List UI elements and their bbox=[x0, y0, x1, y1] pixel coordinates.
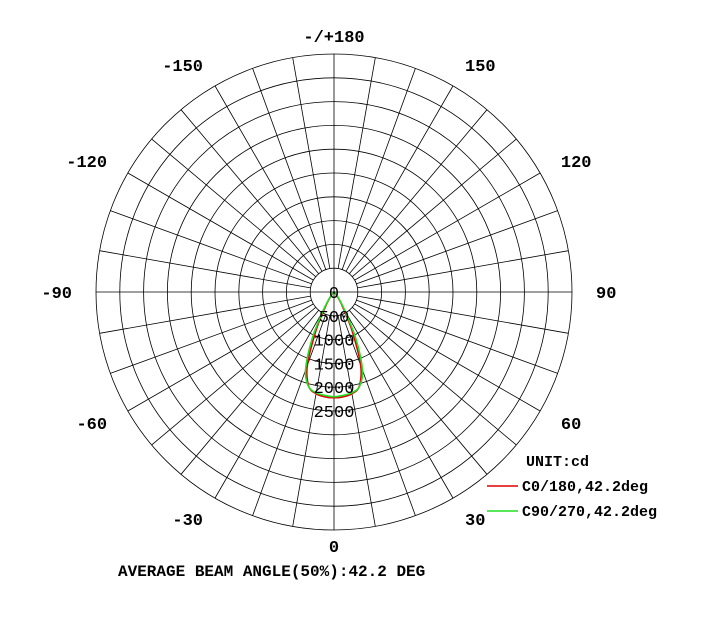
unit-label: UNIT:cd bbox=[526, 454, 589, 471]
ring-value-label: 2000 bbox=[314, 380, 355, 399]
legend-label-c0-180: C0/180,42.2deg bbox=[522, 479, 648, 496]
grid-spoke bbox=[127, 172, 314, 281]
angle-label: 0 bbox=[329, 539, 339, 558]
series-layer bbox=[304, 290, 364, 399]
grid-spoke bbox=[292, 315, 331, 527]
grid-spoke bbox=[345, 312, 454, 499]
grid-spoke bbox=[99, 250, 311, 289]
ring-value-label: 1000 bbox=[314, 333, 355, 352]
grid-spoke bbox=[180, 109, 320, 275]
grid-spoke bbox=[351, 138, 517, 278]
grid-ring bbox=[166, 124, 502, 460]
legend: C0/180,42.2deg C90/270,42.2deg bbox=[487, 479, 657, 521]
grid-ring bbox=[309, 267, 359, 317]
grid-spoke bbox=[357, 250, 569, 289]
grid-ring bbox=[190, 148, 478, 436]
grid-spoke bbox=[151, 138, 317, 278]
grid-spoke bbox=[351, 306, 517, 446]
grid-spoke bbox=[252, 314, 327, 516]
angle-label: -/+180 bbox=[303, 29, 364, 48]
grid-spoke bbox=[341, 314, 416, 516]
ring-value-label: 500 bbox=[319, 309, 350, 328]
grid-spoke bbox=[341, 68, 416, 270]
angle-labels: 0 30 60 90 120 150 -/+180 -150 -120 -90 -60 -30 bbox=[41, 29, 616, 558]
angle-label: -30 bbox=[172, 512, 203, 531]
grid-spoke bbox=[357, 295, 569, 334]
grid-spoke bbox=[151, 306, 317, 446]
angle-label: -150 bbox=[162, 58, 203, 77]
ring-value-label: 2500 bbox=[314, 404, 355, 423]
grid-ring bbox=[119, 77, 549, 507]
ring-value-label: 0 bbox=[329, 285, 339, 304]
grid-ring bbox=[238, 196, 430, 388]
ring-labels: 0 500 1000 1500 2000 2500 bbox=[314, 285, 355, 423]
angle-label: 120 bbox=[561, 154, 592, 173]
angle-label: 30 bbox=[465, 512, 485, 531]
grid-spoke bbox=[110, 299, 312, 374]
grid-ring bbox=[285, 243, 382, 340]
grid-spoke bbox=[292, 57, 331, 269]
ring-value-label: 1500 bbox=[314, 356, 355, 375]
grid-ring bbox=[95, 53, 573, 531]
grid-spoke bbox=[214, 85, 323, 272]
angle-label: 150 bbox=[465, 58, 496, 77]
grid-ring bbox=[143, 101, 525, 483]
angle-label: -120 bbox=[66, 154, 107, 173]
grid-spoke bbox=[348, 309, 488, 475]
grid-spoke bbox=[356, 210, 558, 285]
grid-spoke bbox=[337, 57, 376, 269]
grid-spoke bbox=[354, 172, 541, 281]
grid-spoke bbox=[356, 299, 558, 374]
grid-spoke bbox=[345, 85, 454, 272]
grid-spoke bbox=[110, 210, 312, 285]
grid-spoke bbox=[127, 303, 314, 412]
series-curve-c90-270 bbox=[304, 290, 364, 398]
grid-spoke bbox=[180, 309, 320, 475]
beam-angle-footer: AVERAGE BEAM ANGLE(50%):42.2 DEG bbox=[118, 563, 425, 581]
angle-label: -60 bbox=[76, 416, 107, 435]
grid-ring bbox=[214, 172, 454, 412]
grid-spoke bbox=[252, 68, 327, 270]
grid-spoke bbox=[337, 315, 376, 527]
grid-spoke bbox=[99, 295, 311, 334]
grid-spoke bbox=[214, 312, 323, 499]
legend-label-c90-270: C90/270,42.2deg bbox=[522, 504, 657, 521]
grid-spoke bbox=[354, 303, 541, 412]
angle-label: 90 bbox=[596, 285, 616, 304]
angle-label: -90 bbox=[41, 285, 72, 304]
polar-grid bbox=[95, 53, 573, 531]
grid-spoke bbox=[348, 109, 488, 275]
angle-label: 60 bbox=[561, 416, 581, 435]
grid-ring bbox=[262, 220, 406, 364]
